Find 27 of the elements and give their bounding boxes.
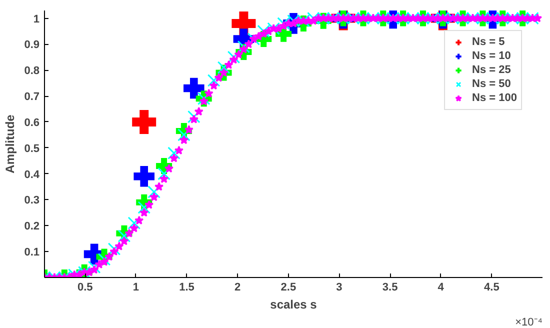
y-tick-label: 0.9 [24,39,40,52]
x-tick-label: 1 [132,282,140,294]
legend-label: Ns = 50 [472,77,511,91]
legend-label: Ns = 5 [472,35,505,49]
x-tick-label: 0.5 [78,282,93,294]
text: ×10⁻⁴ [515,316,543,328]
x-tick-label: 3.5 [382,282,398,294]
y-tick-label: 0.3 [24,194,40,207]
y-tick-label: 0.5 [24,142,40,155]
x-tick-label: 4.5 [484,282,500,294]
y-tick-label: 0.4 [24,168,40,181]
legend-label: Ns = 100 [472,91,517,105]
legend-label: Ns = 25 [472,63,511,77]
x-tick-label: 3 [336,282,342,294]
legend-label: Ns = 10 [472,49,511,63]
x-tick-label: 2 [234,282,241,294]
y-tick-label: 0.1 [24,246,40,259]
y-axis-title: Amplitude [3,114,18,174]
x-tick-label: 4 [438,282,445,294]
y-tick-label: 0.7 [24,91,40,104]
y-tick-label: 1 [33,13,40,26]
x-axis-title: scales s [270,298,318,312]
x-tick-label: 1.5 [179,282,194,294]
x-tick-label: 2.5 [280,282,296,294]
y-tick-label: 0.8 [24,65,40,78]
y-tick-label: 0.2 [24,220,40,233]
y-tick-label: 0.6 [24,116,40,129]
